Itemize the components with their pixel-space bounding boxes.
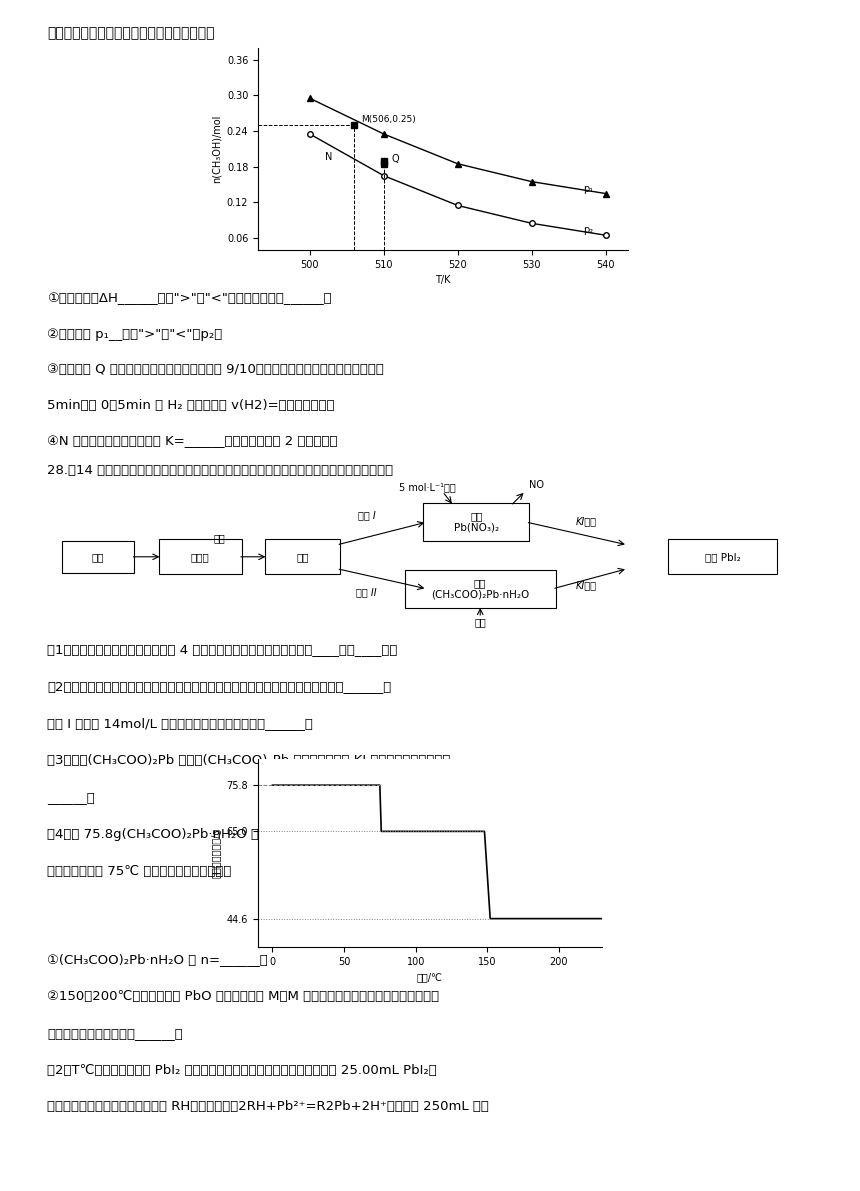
Text: 熔铅炉: 熔铅炉 bbox=[191, 551, 210, 562]
Text: （1）铅是碳的同族元素，且比碳多 4 个电子层，则铅位于元素周期表第____周期____族。: （1）铅是碳的同族元素，且比碳多 4 个电子层，则铅位于元素周期表第____周期… bbox=[47, 643, 397, 656]
Text: Q: Q bbox=[391, 154, 399, 164]
Text: ②图中压强 p₁__（城">"或"<"）p₂。: ②图中压强 p₁__（城">"或"<"）p₂。 bbox=[47, 328, 223, 341]
Y-axis label: 剩余固体的质量/g: 剩余固体的质量/g bbox=[211, 828, 221, 878]
Text: 醋酸: 醋酸 bbox=[475, 617, 486, 628]
Text: 冷水: 冷水 bbox=[213, 532, 225, 543]
Text: 制备
Pb(NO₃)₂: 制备 Pb(NO₃)₂ bbox=[454, 511, 499, 532]
Text: 途径 II: 途径 II bbox=[356, 587, 377, 598]
Text: （2）反应条件的控制在工业生产中有着极其重要的作用，把铅块制成铅花的目的是______。: （2）反应条件的控制在工业生产中有着极其重要的作用，把铅块制成铅花的目的是___… bbox=[47, 680, 391, 693]
Text: 制备
(CH₃COO)₂Pb·nH₂O: 制备 (CH₃COO)₂Pb·nH₂O bbox=[431, 578, 530, 600]
X-axis label: T/K: T/K bbox=[435, 275, 451, 286]
Text: 分解反应的化学方程式为______。: 分解反应的化学方程式为______。 bbox=[47, 1027, 183, 1040]
Text: 28.（14 分）铅及其化合物在工业生产中具有非常广泛的用途，根据以下流程回答相关问题。: 28.（14 分）铅及其化合物在工业生产中具有非常广泛的用途，根据以下流程回答相… bbox=[47, 464, 393, 478]
Text: p₁: p₁ bbox=[583, 183, 593, 194]
FancyBboxPatch shape bbox=[265, 540, 341, 574]
FancyBboxPatch shape bbox=[62, 541, 134, 573]
Text: 铅花: 铅花 bbox=[296, 551, 309, 562]
Text: p₂: p₂ bbox=[583, 225, 593, 236]
FancyBboxPatch shape bbox=[158, 540, 242, 574]
Text: 途径 I 中不用 14mol/L 的浓硝酸制备硝酸铅的原因是______。: 途径 I 中不用 14mol/L 的浓硝酸制备硝酸铅的原因是______。 bbox=[47, 717, 313, 730]
Text: ③经测定知 Q 点时容器的压强是反应前压强的 9/10，若反应从开始到平衡所需的时间为: ③经测定知 Q 点时容器的压强是反应前压强的 9/10，若反应从开始到平衡所需的… bbox=[47, 363, 384, 376]
Text: 图所示（样品在 75℃ 时已完全失去结晶水）。: 图所示（样品在 75℃ 时已完全失去结晶水）。 bbox=[47, 865, 231, 878]
Text: KI溶液: KI溶液 bbox=[575, 517, 597, 526]
Text: 5 mol·L⁻¹硝酸: 5 mol·L⁻¹硝酸 bbox=[399, 482, 456, 492]
FancyBboxPatch shape bbox=[404, 570, 556, 607]
Text: ④N 点时，该反应的平衡常数 K=______（计算结果保留 2 位小数）。: ④N 点时，该反应的平衡常数 K=______（计算结果保留 2 位小数）。 bbox=[47, 435, 338, 448]
Text: （3）写出(CH₃COO)₂Pb 溶液〔(CH₃COO)₂Pb 为弱电解质〕与 KI 溶液反应的离子方程式: （3）写出(CH₃COO)₂Pb 溶液〔(CH₃COO)₂Pb 为弱电解质〕与 … bbox=[47, 754, 451, 767]
X-axis label: 温度/℃: 温度/℃ bbox=[417, 972, 443, 983]
Text: N: N bbox=[324, 151, 332, 162]
Text: 途径 I: 途径 I bbox=[358, 510, 376, 520]
Text: 5min，则 0～5min 内 H₂ 的反应速率 v(H2)=　　　　　　。: 5min，则 0～5min 内 H₂ 的反应速率 v(H2)= 。 bbox=[47, 399, 335, 412]
Text: 醇的物质的量随温度、压强的变化如图所示。: 醇的物质的量随温度、压强的变化如图所示。 bbox=[47, 26, 215, 40]
Text: ______。: ______。 bbox=[47, 791, 95, 804]
Y-axis label: n(CH₃OH)/mol: n(CH₃OH)/mol bbox=[212, 114, 221, 183]
Text: NO: NO bbox=[530, 480, 544, 491]
Text: ①(CH₃COO)₂Pb·nH₂O 中 n=______。: ①(CH₃COO)₂Pb·nH₂O 中 n=______。 bbox=[47, 953, 268, 966]
Text: （4）取 75.8g(CH₃COO)₂Pb·nH₂O 样品在 N₂ 气流中加热，测得剩余固体质量随温度的变化如: （4）取 75.8g(CH₃COO)₂Pb·nH₂O 样品在 N₂ 气流中加热，… bbox=[47, 828, 467, 841]
Text: 铅块: 铅块 bbox=[92, 551, 104, 562]
FancyBboxPatch shape bbox=[667, 540, 777, 574]
Text: 和溶液，分次加入阳离子交换树脂 RH（发生反应：2RH+Pb²⁺=R2Pb+2H⁺）中，用 250mL 洁净: 和溶液，分次加入阳离子交换树脂 RH（发生反应：2RH+Pb²⁺=R2Pb+2H… bbox=[47, 1100, 489, 1114]
Text: 制备 PbI₂: 制备 PbI₂ bbox=[704, 551, 740, 562]
Text: M(506,0.25): M(506,0.25) bbox=[361, 116, 416, 124]
FancyBboxPatch shape bbox=[423, 503, 530, 541]
Text: ①上述反应的ΔH______（填">"或"<"），判断理由是______。: ①上述反应的ΔH______（填">"或"<"），判断理由是______。 bbox=[47, 292, 332, 305]
Text: KI溶液: KI溶液 bbox=[575, 580, 597, 590]
Text: ②150～200℃间分解产物为 PbO 和一种有机物 M，M 能与水反应生成乙酸，则该温度区间内: ②150～200℃间分解产物为 PbO 和一种有机物 M，M 能与水反应生成乙酸… bbox=[47, 990, 439, 1003]
Text: （2）T℃时，取一定量的 PbI₂ 固体，用蒸馏水配制成饱和溶液。准确移取 25.00mL PbI₂饱: （2）T℃时，取一定量的 PbI₂ 固体，用蒸馏水配制成饱和溶液。准确移取 25… bbox=[47, 1064, 437, 1077]
